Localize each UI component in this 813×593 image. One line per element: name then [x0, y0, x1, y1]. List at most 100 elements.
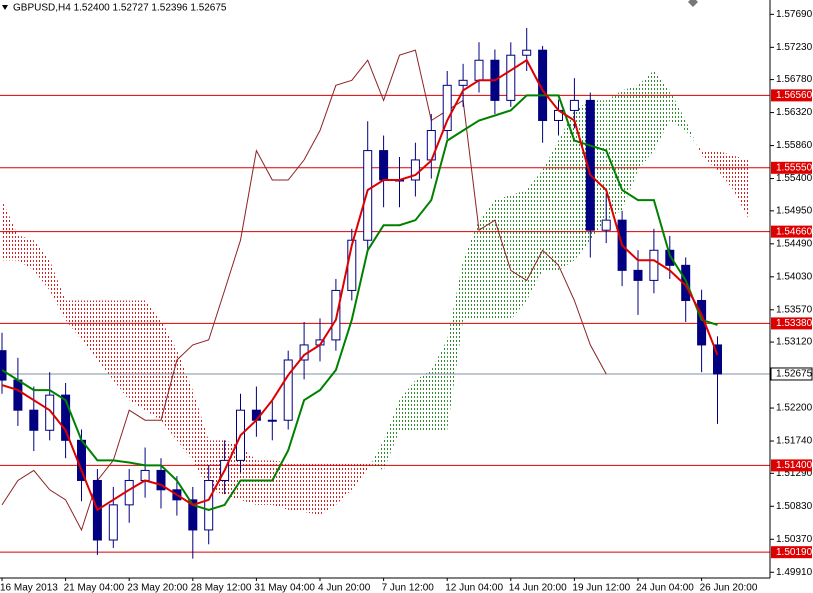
cloud: [17, 235, 34, 271]
cloud: [113, 300, 130, 401]
level-label-box: [771, 459, 812, 472]
cloud: [494, 195, 511, 320]
cloud: [542, 140, 559, 271]
candle-body: [13, 379, 23, 411]
price-label: 1.52675: [776, 369, 813, 380]
candle-body: [45, 394, 55, 431]
cloud: [256, 460, 273, 505]
candle-body: [538, 49, 548, 121]
candle-body: [267, 419, 277, 422]
cloud: [463, 220, 479, 320]
y-tick-label: 1.50370: [776, 534, 813, 545]
level-label: 1.55550: [776, 162, 813, 173]
candle-body: [108, 504, 118, 541]
candle-body: [77, 439, 86, 481]
cloud: [65, 300, 82, 340]
candle-body: [204, 479, 214, 531]
cloud: [399, 380, 416, 431]
price-label-box: [770, 367, 813, 381]
cloud: [371, 440, 384, 471]
cloud: [129, 300, 146, 411]
cloud: [669, 90, 686, 131]
cloud: [510, 190, 527, 320]
candle-body: [569, 99, 579, 111]
candle-body: [0, 350, 7, 381]
y-tick-label: 1.57230: [776, 42, 813, 53]
cloud: [733, 155, 750, 221]
cloud: [622, 85, 638, 211]
candle-body: [283, 359, 293, 421]
x-tick-label: 16 May 2013: [0, 583, 58, 593]
cloud: [351, 462, 368, 490]
y-tick-label: 1.54950: [776, 205, 813, 216]
cloud: [558, 110, 575, 271]
cloud: [638, 70, 654, 170]
cloud: [383, 400, 400, 471]
y-tick-label: 1.50830: [776, 501, 813, 512]
cloud: [526, 169, 543, 301]
level-label: 1.50190: [776, 547, 813, 558]
y-tick-label: 1.54490: [776, 238, 813, 249]
indicator-line: [1, 94, 718, 511]
cloud: [479, 200, 495, 320]
candle-body: [363, 150, 373, 241]
cloud: [447, 260, 464, 431]
level-label-box: [771, 546, 812, 559]
cloud: [431, 339, 448, 431]
level-label-box: [771, 317, 812, 330]
chikou-line: [1, 49, 607, 532]
candle-body: [458, 79, 468, 86]
cloud: [145, 300, 161, 421]
y-tick-label: 1.52200: [776, 403, 813, 414]
x-tick-label: 4 Jun 20:00: [318, 583, 371, 593]
cloud: [415, 370, 432, 431]
level-label-box: [771, 89, 812, 102]
cloud: [685, 120, 697, 144]
candle-body: [665, 249, 675, 266]
cloud: [192, 390, 209, 490]
candle-body: [410, 159, 420, 181]
candle-body: [522, 49, 532, 56]
y-tick-label: 1.57690: [776, 9, 813, 20]
axis-layer: 1.57690 1.57230 1.56780 1.56320 1.55860 1.554…: [0, 9, 813, 593]
cloud: [653, 70, 670, 151]
level-label: 1.56560: [776, 90, 813, 101]
x-tick-label: 26 Jun 20:00: [700, 583, 758, 593]
candle-body: [585, 99, 595, 231]
level-label-box: [771, 225, 812, 238]
shift-marker: [688, 0, 698, 7]
cloud: [161, 319, 177, 441]
candle-body: [601, 219, 611, 231]
x-tick-label: 14 Jun 20:00: [509, 583, 567, 593]
candle-body: [506, 54, 516, 101]
level-label-box: [771, 161, 812, 174]
x-tick-label: 23 May 20:00: [127, 583, 188, 593]
cloud: [717, 150, 734, 191]
y-tick-label: 1.49910: [776, 567, 813, 578]
y-tick-label: 1.56320: [776, 107, 813, 118]
y-tick-label: 1.51290: [776, 468, 813, 479]
menu-arrow[interactable]: [2, 5, 8, 10]
x-tick-label: 31 May 04:00: [254, 583, 315, 593]
candle-body: [188, 499, 198, 531]
cloud: [97, 300, 114, 381]
candle-body: [633, 269, 643, 281]
cloud: [33, 240, 50, 291]
cloud: [81, 300, 98, 360]
candle-body: [61, 394, 71, 441]
y-tick-label: 1.51740: [776, 436, 813, 447]
level-label: 1.51400: [776, 460, 813, 471]
cloud: [367, 462, 371, 471]
cloud: [335, 462, 352, 505]
y-tick-label: 1.53570: [776, 304, 813, 315]
y-tick-label: 1.53120: [776, 337, 813, 348]
candle-body: [29, 409, 39, 431]
x-tick-label: 24 Jun 04:00: [636, 583, 694, 593]
cloud: [696, 143, 702, 156]
candle-body: [713, 344, 722, 375]
candle-body: [156, 469, 166, 491]
candle-body: [474, 59, 484, 81]
plot-area: [0, 27, 770, 559]
